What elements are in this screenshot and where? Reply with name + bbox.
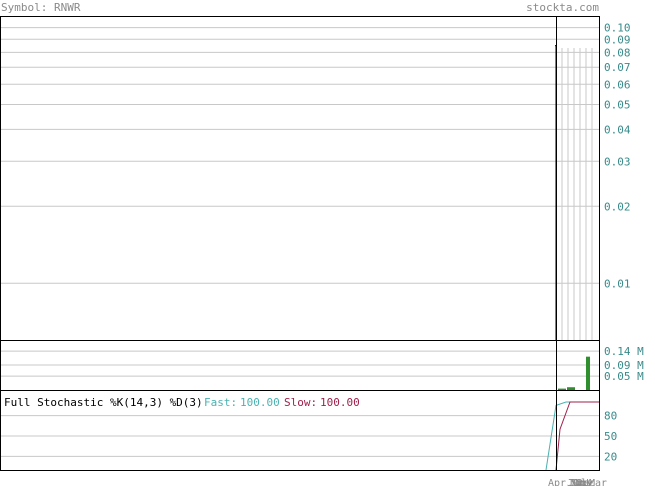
slow-value: 100.00 <box>320 396 360 409</box>
stochastic-tick-label: 50 <box>604 430 617 443</box>
x-tick-label: Sep <box>571 478 589 486</box>
x-tick-label: Apr <box>548 478 566 486</box>
volume-bar <box>567 387 575 390</box>
volume-tick-label: 0.05 M <box>604 370 644 383</box>
price-frame <box>0 16 600 341</box>
slow-label: Slow: <box>284 396 317 409</box>
price-tick-label: 0.07 <box>604 61 631 74</box>
volume-bar <box>586 356 590 390</box>
stochastic-frame <box>0 390 600 471</box>
stochastic-tick-label: 80 <box>604 410 617 423</box>
price-panel: 0.100.090.08 0.07 0.06 0.05 0.04 0.03 0.02 0.01 <box>0 16 631 341</box>
stochastic-title: Full Stochastic %K(14,3) %D(3) <box>4 396 203 409</box>
symbol-label: Symbol: RNWR <box>1 1 81 14</box>
site-name: stockta.com <box>526 1 599 14</box>
price-tick-label: 0.09 <box>604 33 631 46</box>
x-tick-label: Jun <box>567 478 585 486</box>
x-tick-label: Nov <box>575 478 593 486</box>
price-tick-label: 0.06 <box>604 78 631 91</box>
price-tick-label: 0.03 <box>604 155 631 168</box>
fast-label: Fast: <box>204 396 237 409</box>
price-tick-label: 0.08 <box>604 46 631 59</box>
volume-tick-label: 0.14 M <box>604 345 644 358</box>
volume-bar <box>558 388 566 390</box>
stochastic-tick-label: 20 <box>604 450 617 463</box>
price-tick-label: 0.10 <box>604 22 631 35</box>
x-tick-label: Jul <box>569 478 587 486</box>
stochastic-panel: Full Stochastic %K(14,3) %D(3) Fast: 100… <box>0 390 617 471</box>
volume-panel: 0.14 M0.09 M0.05 M <box>0 16 644 391</box>
volume-tick-label: 0.09 M <box>604 359 644 372</box>
price-tick-label: 0.04 <box>604 123 631 136</box>
fast-value: 100.00 <box>240 396 280 409</box>
slow-line <box>555 401 600 471</box>
price-tick-label: 0.05 <box>604 99 631 112</box>
x-tick-label: Dec <box>577 478 595 486</box>
x-tick-label: Oct <box>573 478 591 486</box>
price-tick-label: 0.02 <box>604 200 631 213</box>
x-tick-label: Mar <box>589 478 607 486</box>
price-tick-label: 0.01 <box>604 277 631 290</box>
price-line <box>555 45 557 340</box>
